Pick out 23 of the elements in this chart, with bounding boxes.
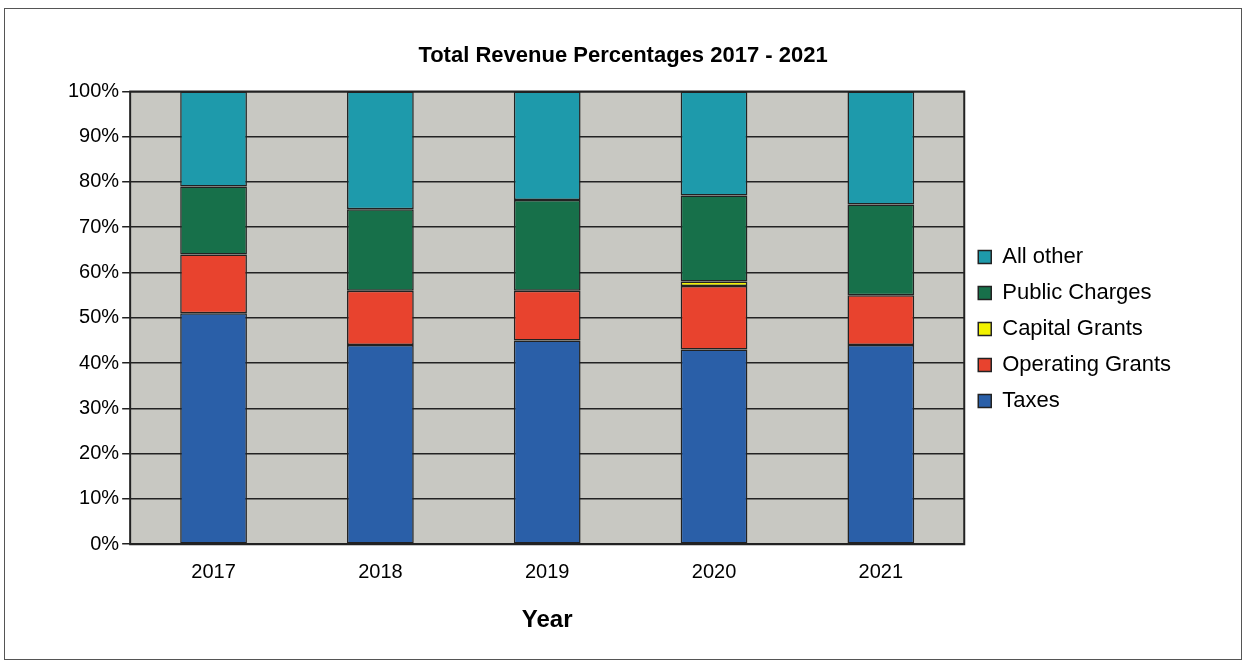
y-tick-label: 60% (79, 260, 120, 283)
x-axis-title: Year (521, 605, 573, 633)
legend-label: All other (1002, 243, 1083, 269)
legend-label: Capital Grants (1002, 315, 1143, 341)
y-tick-label: 90% (79, 124, 120, 147)
y-tick-label: 80% (79, 169, 120, 192)
x-tick-label: 2017 (191, 559, 236, 582)
legend-label: Public Charges (1002, 279, 1152, 305)
y-tick-label: 10% (79, 486, 120, 509)
y-tick-label: 50% (79, 305, 120, 328)
x-tick-label: 2021 (858, 559, 904, 582)
y-tick-label: 30% (79, 395, 120, 418)
legend-label: Operating Grants (1002, 351, 1171, 377)
y-tick-label: 40% (79, 350, 120, 373)
x-tick-label: 2019 (524, 559, 570, 582)
y-tick-label: 0% (90, 531, 120, 554)
y-tick-label: 20% (79, 441, 120, 464)
x-tick-label: 2020 (691, 559, 737, 582)
x-tick-label: 2018 (358, 559, 403, 582)
chart-title: Total Revenue Percentages 2017 - 2021 (418, 42, 828, 68)
y-tick-label: 70% (79, 214, 120, 237)
y-tick-label: 100% (68, 78, 120, 101)
legend-label: Taxes (1002, 387, 1060, 413)
